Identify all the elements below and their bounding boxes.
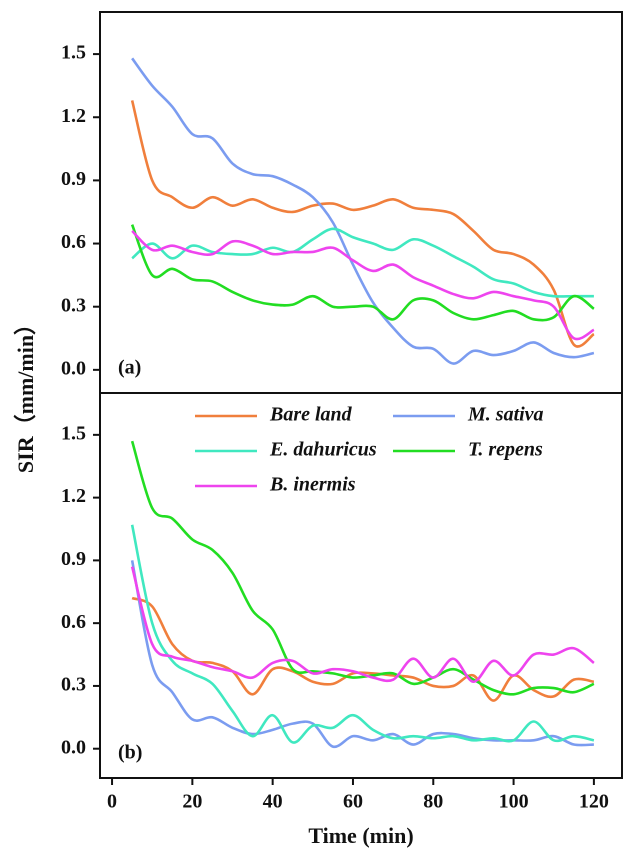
panel-label: (b) xyxy=(118,742,142,764)
legend: Bare land M. sativa E. dahuricus T. repens B… xyxy=(195,404,544,496)
x-tick-label: 100 xyxy=(499,791,529,813)
legend-label: Bare land xyxy=(269,404,353,426)
y-tick-label: 0.9 xyxy=(61,548,86,570)
x-tick-label: 0 xyxy=(107,791,117,813)
y-tick-label: 0.0 xyxy=(61,357,86,379)
data-line xyxy=(130,560,594,749)
data-line xyxy=(130,440,595,696)
x-tick-label: 80 xyxy=(423,791,443,813)
plot-frame xyxy=(99,392,623,779)
y-tick-label: 1.5 xyxy=(61,42,86,64)
panel-label: (a) xyxy=(118,357,141,379)
y-tick-label: 0.3 xyxy=(61,674,86,696)
data-line xyxy=(131,57,595,365)
data-line xyxy=(131,229,595,341)
y-tick-label: 0.0 xyxy=(61,736,86,758)
legend-label: E. dahuricus xyxy=(269,439,377,461)
data-line xyxy=(130,224,595,322)
legend-label: M. sativa xyxy=(467,404,544,426)
x-tick-label: 20 xyxy=(182,791,202,813)
x-axis-label: Time (min) xyxy=(308,823,413,848)
x-tick-label: 120 xyxy=(579,791,609,813)
x-tick-label: 60 xyxy=(343,791,363,813)
data-line xyxy=(131,596,595,702)
legend-label: T. repens xyxy=(468,439,543,461)
y-tick-label: 1.2 xyxy=(61,485,86,507)
data-line xyxy=(130,100,595,348)
y-tick-label: 0.6 xyxy=(61,231,86,253)
y-axis-label: SIR（mm/min） xyxy=(13,313,38,473)
data-line xyxy=(130,566,595,684)
y-tick-label: 1.2 xyxy=(61,105,86,127)
y-tick-label: 0.9 xyxy=(61,168,86,190)
data-line xyxy=(131,227,594,298)
legend-label: B. inermis xyxy=(269,474,356,496)
x-tick-label: 40 xyxy=(263,791,283,813)
y-tick-label: 1.5 xyxy=(61,422,86,444)
y-tick-label: 0.3 xyxy=(61,294,86,316)
y-tick-label: 0.6 xyxy=(61,611,86,633)
data-line xyxy=(130,524,595,744)
